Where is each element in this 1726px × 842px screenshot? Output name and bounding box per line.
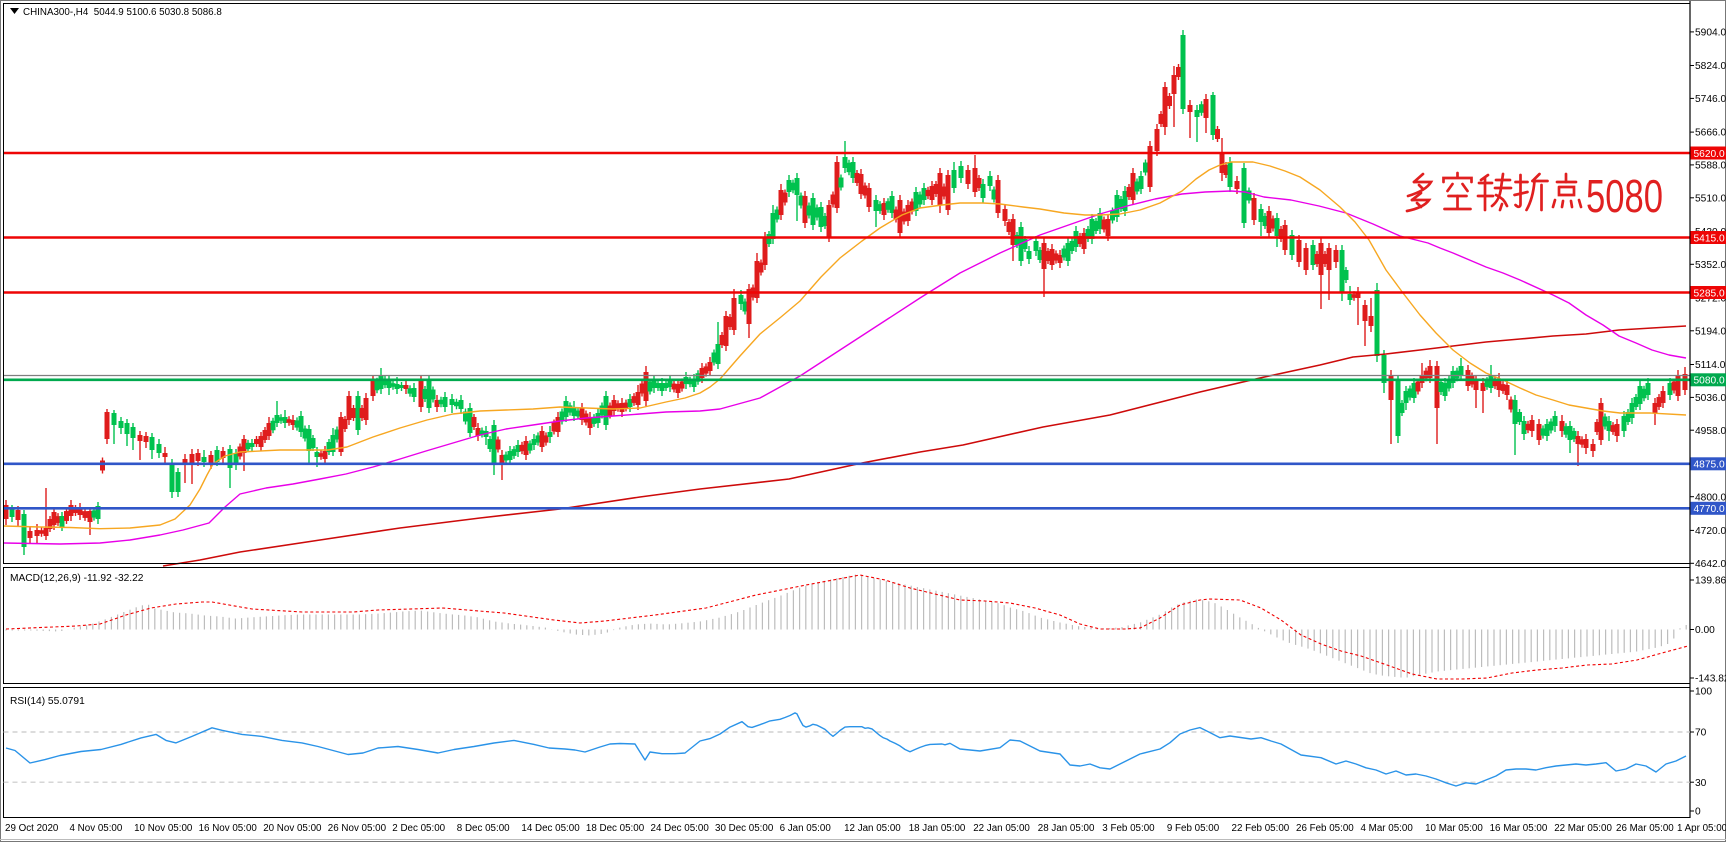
svg-text:16 Mar 05:00: 16 Mar 05:00 — [1490, 823, 1548, 834]
svg-text:4875.0: 4875.0 — [1694, 460, 1725, 471]
svg-text:20 Nov 05:00: 20 Nov 05:00 — [263, 823, 322, 834]
svg-text:5036.0: 5036.0 — [1695, 393, 1726, 404]
svg-text:5824.0: 5824.0 — [1695, 61, 1726, 72]
svg-text:5080: 5080 — [1586, 170, 1663, 222]
svg-text:0.00: 0.00 — [1695, 625, 1715, 636]
svg-text:22 Mar 05:00: 22 Mar 05:00 — [1554, 823, 1612, 834]
svg-text:4958.0: 4958.0 — [1695, 426, 1726, 437]
svg-text:4 Mar 05:00: 4 Mar 05:00 — [1361, 823, 1414, 834]
svg-text:100: 100 — [1695, 687, 1712, 698]
svg-text:70: 70 — [1695, 728, 1707, 739]
svg-text:RSI(14) 55.0791: RSI(14) 55.0791 — [10, 696, 85, 707]
svg-text:26 Mar 05:00: 26 Mar 05:00 — [1616, 823, 1674, 834]
svg-text:5666.0: 5666.0 — [1695, 128, 1726, 139]
svg-text:5904.0: 5904.0 — [1695, 28, 1726, 39]
svg-text:28 Jan 05:00: 28 Jan 05:00 — [1038, 823, 1095, 834]
svg-text:5272.0: 5272.0 — [1695, 294, 1726, 305]
svg-text:5588.0: 5588.0 — [1695, 161, 1726, 172]
svg-text:4800.0: 4800.0 — [1695, 492, 1726, 503]
svg-text:4642.0: 4642.0 — [1695, 559, 1726, 570]
svg-text:8 Dec 05:00: 8 Dec 05:00 — [457, 823, 510, 834]
svg-text:CHINA300-,H4 5044.9 5100.6 50: CHINA300-,H4 5044.9 5100.6 5030.8 5086.8 — [23, 7, 222, 18]
svg-text:10 Nov 05:00: 10 Nov 05:00 — [134, 823, 193, 834]
svg-text:5415.0: 5415.0 — [1694, 233, 1725, 244]
svg-text:18 Jan 05:00: 18 Jan 05:00 — [909, 823, 966, 834]
svg-text:5194.0: 5194.0 — [1695, 326, 1726, 337]
svg-text:-143.82: -143.82 — [1695, 674, 1726, 685]
svg-text:9 Feb 05:00: 9 Feb 05:00 — [1167, 823, 1220, 834]
svg-text:22 Feb 05:00: 22 Feb 05:00 — [1232, 823, 1290, 834]
svg-text:16 Nov 05:00: 16 Nov 05:00 — [199, 823, 258, 834]
svg-text:22 Jan 05:00: 22 Jan 05:00 — [973, 823, 1030, 834]
svg-text:26 Nov 05:00: 26 Nov 05:00 — [328, 823, 387, 834]
svg-text:12 Jan 05:00: 12 Jan 05:00 — [844, 823, 901, 834]
svg-text:3 Feb 05:00: 3 Feb 05:00 — [1102, 823, 1155, 834]
svg-text:MACD(12,26,9) -11.92 -32.22: MACD(12,26,9) -11.92 -32.22 — [10, 573, 144, 584]
svg-text:26 Feb 05:00: 26 Feb 05:00 — [1296, 823, 1354, 834]
svg-text:5510.0: 5510.0 — [1695, 193, 1726, 204]
svg-text:4720.0: 4720.0 — [1695, 526, 1726, 537]
svg-text:139.86: 139.86 — [1695, 576, 1726, 587]
svg-text:4 Nov 05:00: 4 Nov 05:00 — [70, 823, 123, 834]
svg-text:10 Mar 05:00: 10 Mar 05:00 — [1425, 823, 1483, 834]
svg-text:18 Dec 05:00: 18 Dec 05:00 — [586, 823, 645, 834]
svg-text:5114.0: 5114.0 — [1695, 360, 1726, 371]
svg-text:5080.0: 5080.0 — [1694, 376, 1725, 387]
svg-text:5746.0: 5746.0 — [1695, 94, 1726, 105]
svg-text:5620.0: 5620.0 — [1694, 149, 1725, 160]
svg-text:29 Oct 2020: 29 Oct 2020 — [5, 823, 59, 834]
svg-text:5352.0: 5352.0 — [1695, 260, 1726, 271]
svg-text:5285.0: 5285.0 — [1694, 288, 1725, 299]
svg-text:6 Jan 05:00: 6 Jan 05:00 — [780, 823, 832, 834]
svg-text:14 Dec 05:00: 14 Dec 05:00 — [521, 823, 580, 834]
svg-text:2 Dec 05:00: 2 Dec 05:00 — [392, 823, 445, 834]
svg-text:30 Dec 05:00: 30 Dec 05:00 — [715, 823, 774, 834]
svg-text:1 Apr 05:00: 1 Apr 05:00 — [1677, 823, 1726, 834]
svg-text:30: 30 — [1695, 778, 1707, 789]
svg-text:4770.0: 4770.0 — [1694, 504, 1725, 515]
svg-text:24 Dec 05:00: 24 Dec 05:00 — [651, 823, 710, 834]
svg-text:0: 0 — [1695, 807, 1701, 818]
